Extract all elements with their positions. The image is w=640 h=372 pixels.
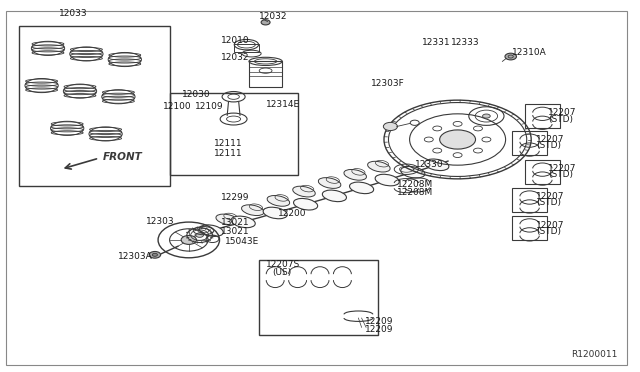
Bar (170, 93, 298, 175)
Ellipse shape (241, 205, 264, 215)
Text: 12207: 12207 (536, 192, 565, 201)
Text: 12299: 12299 (221, 193, 250, 202)
Ellipse shape (505, 53, 516, 60)
Ellipse shape (344, 170, 367, 180)
Ellipse shape (149, 251, 161, 258)
Text: 12333: 12333 (451, 38, 480, 47)
Text: 12303: 12303 (146, 217, 175, 226)
Text: 12208M: 12208M (397, 188, 433, 197)
Ellipse shape (383, 122, 397, 131)
Ellipse shape (199, 225, 223, 237)
Ellipse shape (375, 174, 399, 186)
Text: 12033: 12033 (60, 9, 88, 17)
Text: 12109: 12109 (195, 102, 224, 110)
Text: 12310A: 12310A (512, 48, 547, 57)
Text: (STD): (STD) (548, 170, 573, 179)
Text: 12303A: 12303A (118, 252, 153, 261)
Text: 12200: 12200 (278, 209, 307, 218)
Text: 12010: 12010 (221, 36, 250, 45)
Ellipse shape (267, 196, 290, 206)
Bar (249, 61, 282, 87)
Ellipse shape (196, 233, 204, 237)
Text: 12207: 12207 (548, 108, 577, 117)
Ellipse shape (294, 198, 317, 210)
Bar (525, 160, 560, 184)
Ellipse shape (323, 190, 346, 202)
Text: 12207: 12207 (536, 135, 565, 144)
Text: 12330: 12330 (415, 160, 444, 169)
Ellipse shape (181, 235, 196, 244)
Ellipse shape (318, 178, 341, 188)
Bar (525, 104, 560, 128)
Bar (259, 260, 378, 335)
Bar (234, 44, 259, 52)
Text: 12032: 12032 (221, 53, 250, 62)
Text: 12303F: 12303F (371, 79, 405, 88)
Ellipse shape (483, 114, 490, 118)
Bar (512, 216, 547, 240)
Text: 12030: 12030 (182, 90, 211, 99)
Ellipse shape (263, 207, 287, 219)
Text: 12209: 12209 (365, 317, 394, 326)
Text: 12207: 12207 (536, 221, 565, 230)
Text: (STD): (STD) (536, 227, 561, 236)
Ellipse shape (440, 130, 476, 149)
Text: 12111: 12111 (214, 149, 243, 158)
Ellipse shape (292, 186, 316, 197)
Bar (512, 131, 547, 155)
Text: 12331: 12331 (422, 38, 451, 47)
Text: 12032: 12032 (259, 12, 288, 21)
Text: (US): (US) (272, 268, 291, 277)
Text: 13021: 13021 (221, 218, 250, 227)
Bar (19, 26, 170, 186)
Ellipse shape (401, 166, 425, 178)
Ellipse shape (261, 20, 270, 25)
Ellipse shape (425, 159, 449, 171)
Text: 12207: 12207 (548, 164, 577, 173)
Text: 12209: 12209 (365, 325, 394, 334)
Text: 12207S: 12207S (266, 260, 300, 269)
Text: 12100: 12100 (163, 102, 192, 110)
Text: 12208M: 12208M (397, 180, 433, 189)
Text: 13021: 13021 (221, 227, 250, 236)
Ellipse shape (367, 161, 390, 172)
Text: (STD): (STD) (536, 198, 561, 207)
Ellipse shape (152, 253, 157, 256)
Text: 12314E: 12314E (266, 100, 300, 109)
Ellipse shape (349, 182, 374, 194)
Bar (512, 188, 547, 212)
Ellipse shape (216, 214, 239, 225)
Text: 15043E: 15043E (225, 237, 260, 246)
Text: (STD): (STD) (548, 115, 573, 124)
Text: (STD): (STD) (536, 141, 561, 150)
Text: 12111: 12111 (214, 139, 243, 148)
Text: FRONT: FRONT (102, 152, 142, 162)
Ellipse shape (231, 216, 255, 228)
Text: R1200011: R1200011 (572, 350, 618, 359)
